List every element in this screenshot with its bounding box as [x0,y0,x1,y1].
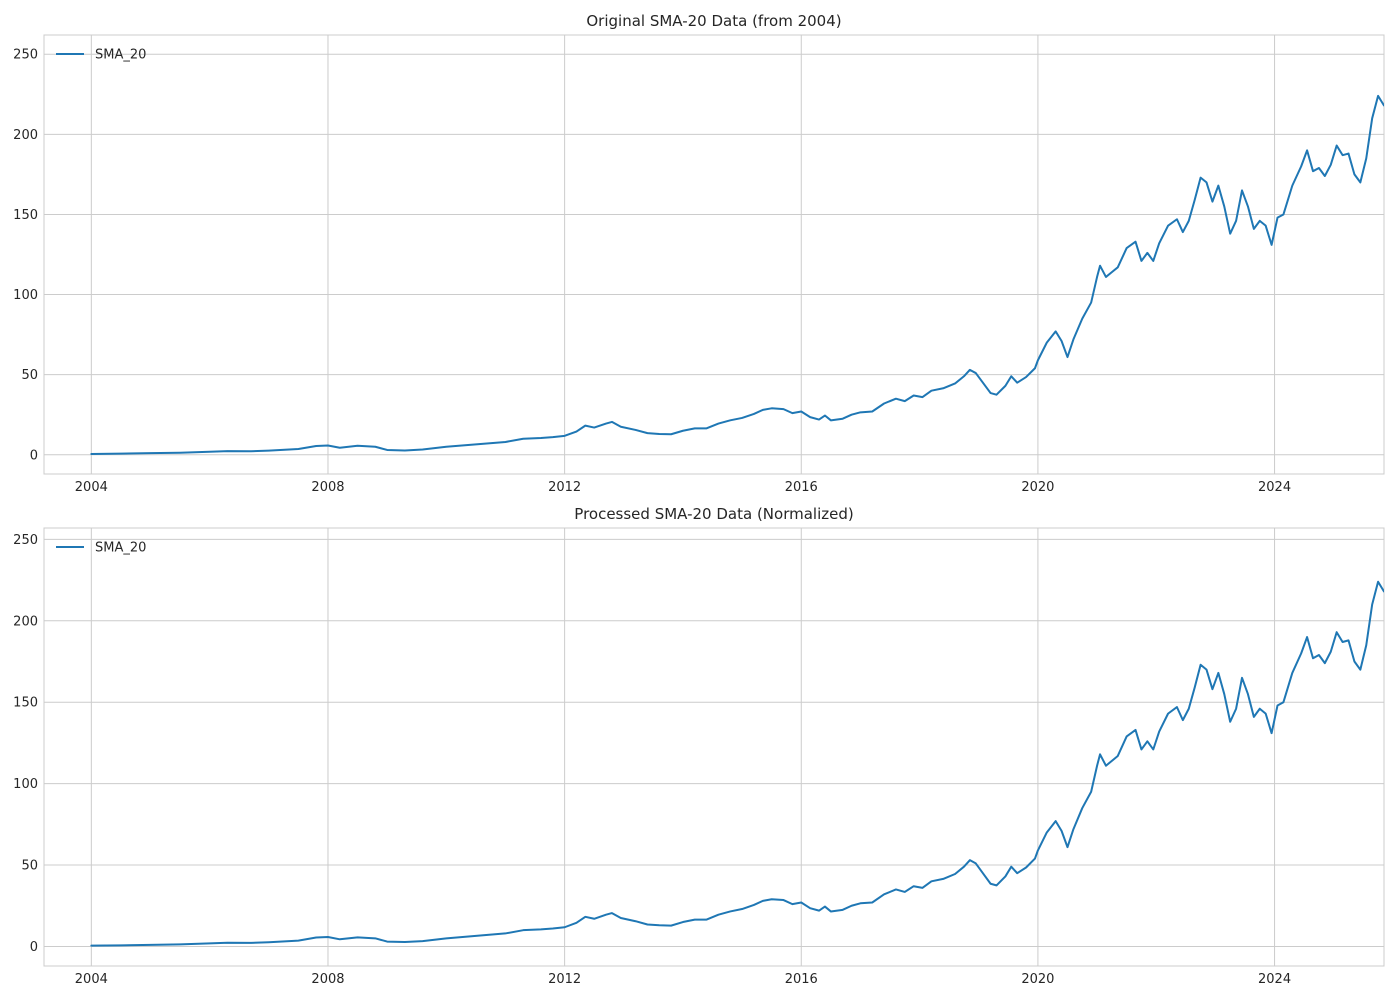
x-tick-label: 2024 [1258,480,1291,495]
x-tick-label: 2016 [785,480,818,495]
y-tick-label: 100 [13,777,38,792]
legend-label: SMA_20 [95,48,146,63]
y-tick-label: 50 [21,859,38,874]
y-tick-label: 150 [13,696,38,711]
y-tick-label: 250 [13,533,38,548]
legend-label: SMA_20 [95,541,146,556]
x-tick-label: 2020 [1021,972,1054,987]
y-tick-label: 0 [30,940,38,955]
y-tick-label: 100 [13,288,38,303]
y-tick-label: 50 [21,368,38,383]
x-tick-label: 2008 [311,480,344,495]
x-tick-label: 2016 [785,972,818,987]
x-tick-label: 2012 [548,972,581,987]
x-tick-label: 2008 [311,972,344,987]
y-tick-label: 150 [13,208,38,223]
chart-processed-sma20: Processed SMA-20 Data (Normalized) 2004 20… [13,505,1385,987]
plot-frame [43,527,1385,967]
y-tick-label: 200 [13,614,38,629]
plot-frame [43,34,1385,475]
y-tick-label: 250 [13,48,38,63]
x-tick-label: 2004 [75,972,108,987]
series-line-sma-20 [90,580,1384,947]
x-tick-label: 2012 [548,480,581,495]
x-tick-label: 2004 [75,480,108,495]
chart-original-sma20: Original SMA-20 Data (from 2004) 2004 2008… [13,12,1385,495]
y-tick-label: 0 [30,448,38,463]
x-tick-label: 2024 [1258,972,1291,987]
x-tick-label: 2020 [1021,480,1054,495]
series-line-sma-20 [90,94,1384,455]
chart-title: Original SMA-20 Data (from 2004) [586,12,841,30]
y-tick-label: 200 [13,128,38,143]
chart-title: Processed SMA-20 Data (Normalized) [574,505,853,523]
